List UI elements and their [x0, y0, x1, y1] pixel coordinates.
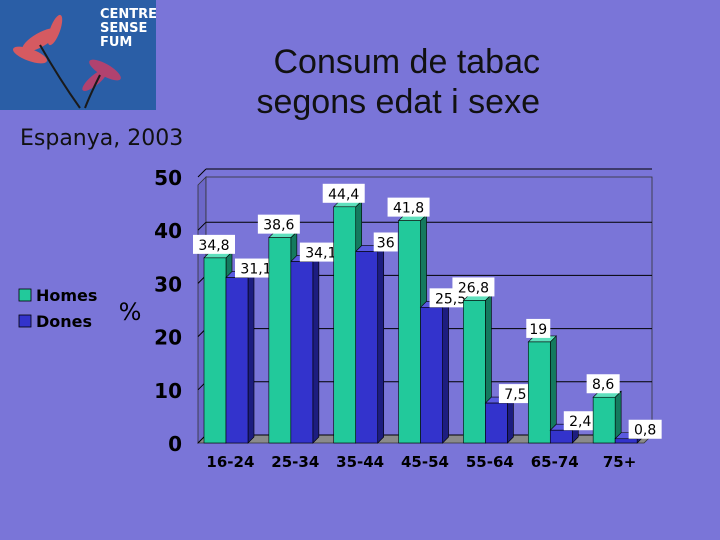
data-label-bg [628, 419, 662, 439]
title-line-2: segons edat i sexe [256, 83, 540, 121]
x-tick-label: 35-44 [336, 453, 384, 471]
data-label-homes: 19 [529, 322, 547, 338]
y-tick-label: 0 [168, 432, 182, 456]
data-label-homes: 41,8 [393, 201, 424, 217]
y-tick-label: 50 [154, 166, 182, 190]
data-label-bg [452, 277, 495, 297]
gridline-diagonal [197, 221, 207, 231]
x-tick-label: 65-74 [531, 453, 579, 471]
data-label-bg [526, 318, 551, 338]
bar-dones [549, 429, 573, 444]
data-label-bg [257, 214, 300, 234]
legend-swatch-homes [18, 288, 32, 302]
y-tick-label: 30 [154, 272, 182, 296]
data-label-homes: 34,8 [198, 238, 229, 254]
data-label-bg [299, 242, 342, 262]
data-label-homes: 44,4 [328, 187, 359, 203]
slide-subtitle: Espanya, 2003 [20, 126, 184, 151]
x-tick-label: 45-54 [401, 453, 449, 471]
y-tick-label: 10 [154, 379, 182, 403]
centre-sense-fum-logo: CENTRE SENSE FUM [0, 0, 156, 110]
data-label-dones: 36 [377, 235, 395, 251]
data-label-bg [373, 232, 398, 252]
bar-side-dones [442, 300, 449, 444]
bar-side-dones [377, 244, 385, 444]
x-tick-label: 25-34 [271, 453, 319, 471]
y-tick-label: 40 [154, 219, 182, 243]
data-label-homes: 38,6 [263, 218, 294, 234]
bar-homes [398, 220, 421, 444]
bar-homes [463, 300, 486, 444]
bar-dones [420, 307, 443, 444]
data-label-bg [387, 197, 430, 217]
data-label-dones: 34,1 [305, 246, 336, 262]
y-tick-label: 20 [154, 326, 182, 350]
data-label-dones: 0,8 [634, 423, 656, 439]
logo-text: CENTRE SENSE FUM [100, 7, 156, 50]
bar-side-dones [507, 396, 514, 444]
bar-homes [527, 341, 551, 444]
data-label-bg [322, 183, 365, 203]
data-label-bg [586, 374, 620, 394]
title-line-1: Consum de tabac [273, 43, 541, 81]
data-label-dones: 31,1 [240, 262, 271, 278]
slide-title: Consum de tabac segons edat i sexe [200, 42, 540, 122]
bar-dones [290, 261, 314, 444]
logo-line-1: CENTRE [100, 7, 156, 22]
data-label-homes: 26,8 [458, 280, 489, 296]
x-tick-label: 16-24 [206, 453, 254, 471]
gridline-diagonal [197, 168, 207, 178]
data-label-bg [235, 258, 277, 278]
x-tick-label: 75+ [603, 453, 636, 471]
bar-homes [268, 237, 292, 444]
data-label-dones: 2,4 [569, 414, 591, 430]
bar-homes [333, 206, 357, 444]
logo-line-3: FUM [100, 35, 133, 50]
data-label-dones: 7,5 [504, 387, 526, 403]
bar-homes [203, 257, 227, 444]
x-tick-label: 55-64 [466, 453, 514, 471]
bar-homes [592, 396, 616, 444]
data-label-homes: 8,6 [592, 377, 614, 393]
bar-side-dones [247, 270, 255, 444]
bar-side-dones [312, 254, 320, 444]
bar-dones [485, 402, 508, 444]
legend-label-dones: Dones [36, 312, 92, 331]
legend-label-homes: Homes [36, 286, 97, 305]
data-label-bg [498, 384, 532, 404]
legend-swatch-dones [18, 314, 32, 328]
bar-dones [355, 251, 379, 444]
logo-line-2: SENSE [100, 21, 148, 36]
flower-logo-graphic [12, 14, 121, 109]
data-label-bg [193, 234, 235, 254]
y-axis-label: % [119, 298, 142, 326]
data-label-bg [563, 411, 597, 431]
bar-dones [614, 438, 638, 444]
bar-dones [225, 277, 249, 444]
